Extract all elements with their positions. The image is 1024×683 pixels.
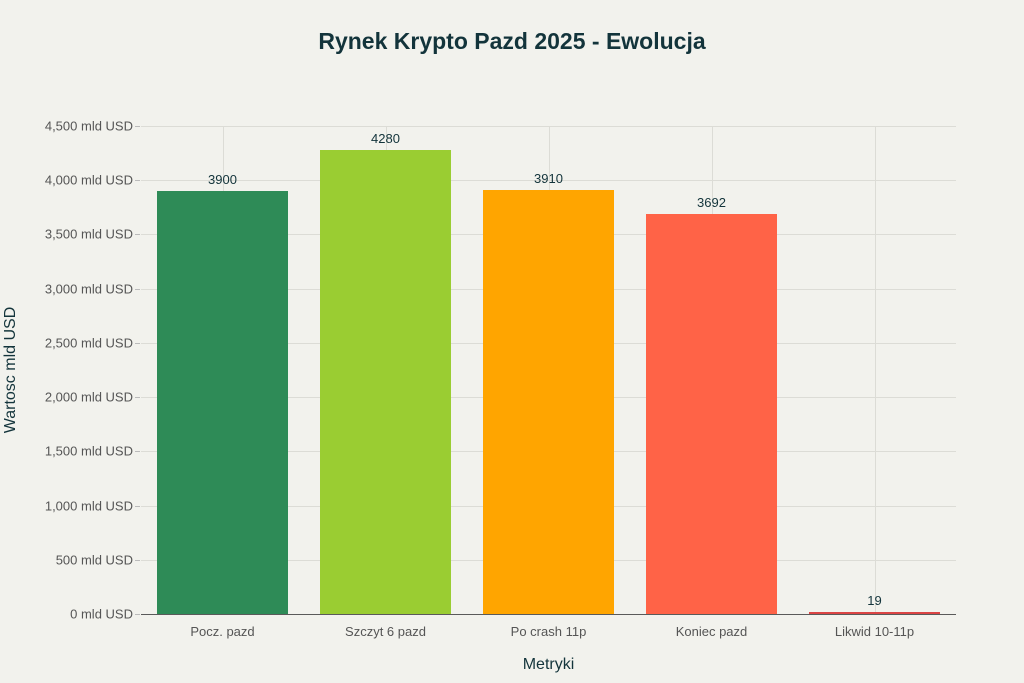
- bar[interactable]: [483, 189, 614, 614]
- bar-value-label: 4280: [371, 130, 400, 146]
- y-tick-mark: [135, 180, 140, 182]
- plot-area: 3900 4280 3910 3692 19: [141, 126, 956, 615]
- y-tick-mark: [135, 505, 140, 507]
- gridline-vertical: [874, 126, 876, 614]
- y-tick-mark: [135, 451, 140, 453]
- x-tick-label: Pocz. pazd: [190, 624, 255, 639]
- bar[interactable]: [320, 149, 451, 614]
- y-tick-mark: [135, 342, 140, 344]
- y-tick-mark: [135, 614, 140, 615]
- y-tick-mark: [135, 559, 140, 561]
- x-tick-label: Likwid 10-11p: [834, 624, 915, 639]
- y-tick-label: 3,000 mld USD: [44, 281, 133, 297]
- bar-value-label: 19: [867, 592, 882, 608]
- chart-title: Rynek Krypto Pazd 2025 - Ewolucja: [318, 28, 706, 54]
- y-tick-label: 500 mld USD: [55, 552, 133, 568]
- x-tick-label: Po crash 11p: [510, 624, 587, 639]
- bar[interactable]: [809, 611, 940, 614]
- bar-value-label: 3692: [697, 194, 726, 210]
- y-tick-label: 2,500 mld USD: [44, 335, 133, 351]
- x-axis-label: Metryki: [522, 656, 575, 673]
- x-axis-line: [141, 614, 956, 615]
- x-tick-label: Szczyt 6 pazd: [345, 624, 426, 639]
- y-tick-label: 1,500 mld USD: [44, 443, 133, 459]
- y-tick-mark: [135, 126, 140, 127]
- bar[interactable]: [646, 213, 777, 614]
- y-tick-mark: [135, 288, 140, 290]
- bar-value-label: 3910: [534, 170, 563, 186]
- y-axis-label: Wartosc mld USD: [2, 306, 19, 434]
- y-tick-label: 4,000 mld USD: [44, 172, 133, 188]
- x-tick-label: Koniec pazd: [675, 624, 748, 639]
- y-tick-label: 0 mld USD: [70, 606, 133, 622]
- bar[interactable]: [157, 191, 288, 614]
- y-tick-label: 3,500 mld USD: [44, 226, 133, 242]
- bar-value-label: 3900: [208, 172, 237, 188]
- y-tick-label: 1,000 mld USD: [44, 498, 133, 514]
- y-tick-label: 4,500 mld USD: [44, 118, 133, 134]
- y-tick-mark: [135, 397, 140, 399]
- y-tick-label: 2,000 mld USD: [44, 389, 133, 405]
- y-tick-mark: [135, 234, 140, 236]
